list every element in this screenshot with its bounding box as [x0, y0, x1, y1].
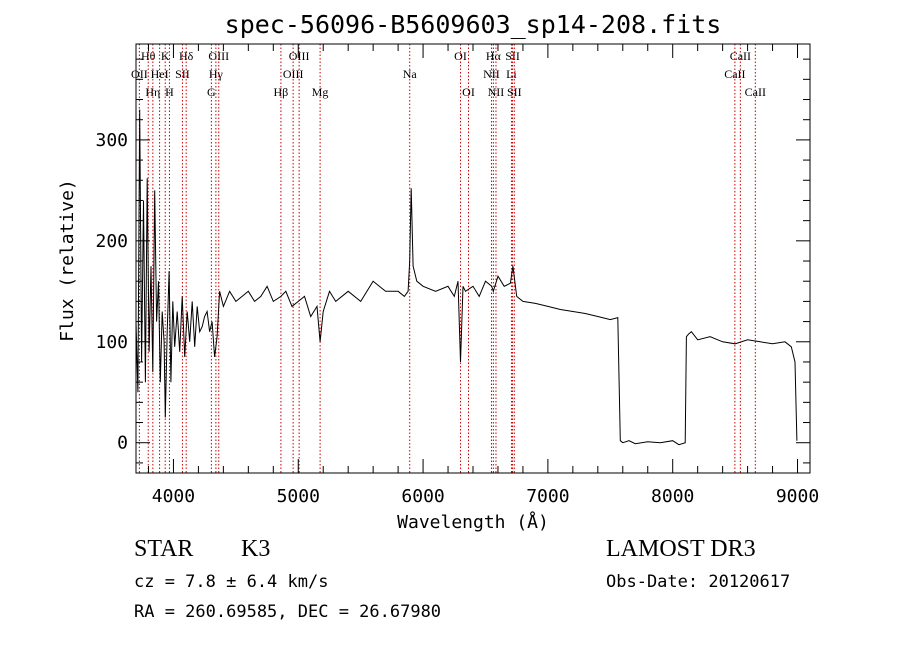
spectral-line-label: Hα	[486, 49, 502, 63]
spectral-line-label: Hη	[145, 85, 160, 99]
x-tick-label: 8000	[651, 486, 694, 507]
y-axis-label: Flux (relative)	[57, 179, 78, 342]
spectral-line-label: CaII	[724, 67, 745, 81]
spectral-line-label: Hδ	[179, 49, 194, 63]
spectral-line-label: OI	[454, 49, 467, 63]
x-tick-label: 4000	[152, 486, 195, 507]
spectral-line-label: OIII	[283, 67, 304, 81]
coordinates: RA = 260.69585, DEC = 26.67980	[134, 602, 442, 622]
spectral-line-label: SII	[175, 67, 190, 81]
x-axis-label: Wavelength (Å)	[397, 511, 549, 533]
spectral-line-label: Hγ	[209, 67, 224, 81]
spectral-line-label: NII	[488, 85, 505, 99]
spectral-subclass: K3	[241, 536, 271, 562]
spectral-line-label: OII	[131, 67, 148, 81]
spectral-line-label: SII	[505, 49, 520, 63]
x-tick-label: 6000	[401, 486, 444, 507]
spectral-line-label: Na	[403, 67, 418, 81]
spectral-line-label: OIII	[289, 49, 310, 63]
spectral-line-label: OIII	[208, 49, 229, 63]
y-tick-label: 0	[117, 433, 128, 454]
spectral-line-label: Mg	[312, 85, 329, 99]
spectral-line-label: Hβ	[274, 85, 289, 99]
x-tick-label: 7000	[526, 486, 569, 507]
spectral-line-label: K	[161, 49, 170, 63]
plot-frame	[135, 43, 811, 474]
y-tick-label: 100	[95, 332, 128, 353]
observation-date: Obs-Date: 20120617	[606, 572, 791, 592]
chart-title: spec-56096-B5609603_sp14-208.fits	[225, 10, 722, 39]
spectral-line-label: CaII	[745, 85, 766, 99]
x-tick-label: 5000	[277, 486, 320, 507]
spectral-line-label: G	[207, 85, 216, 99]
y-tick-label: 300	[95, 130, 128, 151]
spectral-line-label: Li	[506, 67, 517, 81]
spectral-line-label: NII	[483, 67, 500, 81]
x-tick-label: 9000	[776, 486, 819, 507]
spectral-line-label: SII	[507, 85, 522, 99]
y-tick-label: 200	[95, 231, 128, 252]
spectral-line-label: Hθ	[141, 49, 156, 63]
redshift-velocity: cz = 7.8 ± 6.4 km/s	[134, 572, 329, 592]
spectral-line-label: CaII	[730, 49, 751, 63]
spectral-line-label: HeI	[151, 67, 169, 81]
spectral-line-label: OI	[462, 85, 475, 99]
object-class: STAR	[134, 536, 194, 562]
survey-name: LAMOST DR3	[606, 536, 756, 562]
spectral-line-label: H	[165, 85, 174, 99]
spectrum-series-line	[135, 109, 798, 446]
